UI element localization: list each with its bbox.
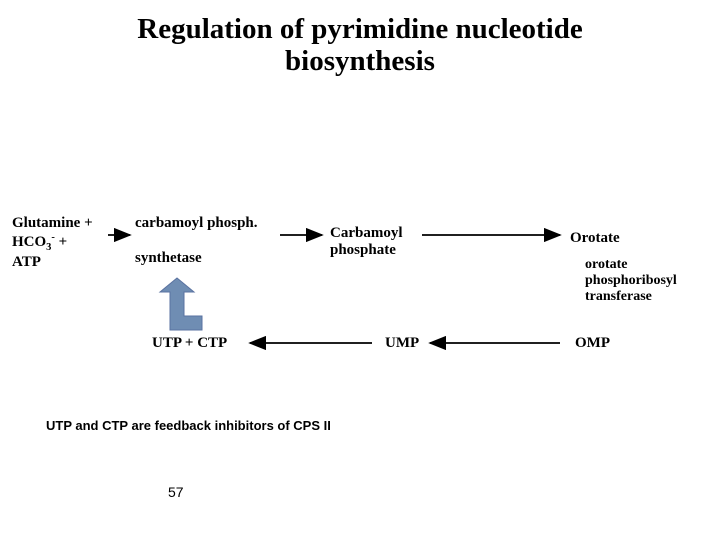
node-omp: OMP: [575, 335, 610, 352]
node-utp-ctp: UTP + CTP: [152, 335, 227, 352]
node-substrate: Glutamine + HCO3- + ATP: [12, 215, 93, 272]
caption-feedback: UTP and CTP are feedback inhibitors of C…: [46, 418, 331, 433]
node-ump: UMP: [385, 335, 419, 352]
node-carbamoyl-phosphate: Carbamoyl phosphate: [330, 225, 403, 260]
node-enzyme-oprt: orotate phosphoribosyl transferase: [585, 257, 677, 305]
node-enzyme-cps: carbamoyl phosph. synthetase: [135, 215, 258, 267]
node-orotate: Orotate: [570, 230, 620, 247]
page-number: 57: [168, 484, 184, 500]
page-title: Regulation of pyrimidine nucleotide bios…: [0, 0, 720, 78]
